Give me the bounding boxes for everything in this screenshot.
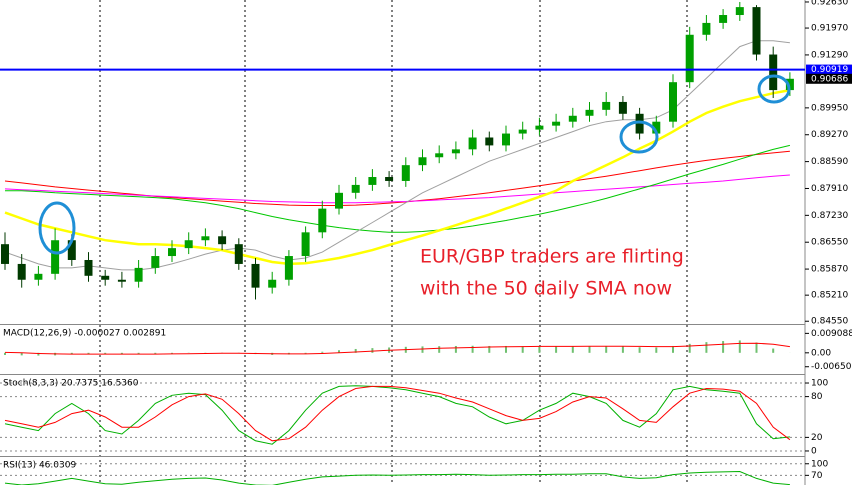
plot [0,1,805,300]
candle-body [84,259,93,276]
candle-body [518,129,527,134]
candle-body [385,177,394,181]
candle-body [51,240,60,274]
highlight-circle [757,74,791,104]
candle-body [602,101,611,110]
candle-body [451,149,460,154]
candle-body [735,7,744,16]
candle-body [568,115,577,122]
candle-body [752,7,761,55]
candle-body [552,121,561,126]
candle-body [168,248,176,257]
indicator-line [4,150,790,206]
candle-body [485,137,494,146]
candle-body [234,244,243,264]
candle-body [585,109,594,116]
panel [0,382,805,452]
panel-title: RSI(13) 46.0309 [3,461,76,471]
y-tick-label: 20 [811,433,823,443]
price-label-box [806,73,852,84]
y-tick-label: 0.85210 [811,291,848,301]
candle-body [151,256,160,268]
candle-body [351,184,360,193]
candle-body [418,157,427,166]
candle-body [468,137,477,150]
y-tick-label: 0.009088 [811,329,852,339]
candle-body [218,236,227,245]
candle-body [67,240,76,260]
indicator-line [5,144,791,233]
candle-body [201,236,210,241]
candle-body [101,275,110,280]
indicator-line [4,88,791,266]
price-label-box [806,64,852,75]
candle-body [401,165,410,181]
annotation: EUR/GBP traders are flirting [420,246,684,268]
y-tick-label: 0.88590 [811,157,848,167]
y-tick-label: 0.89950 [811,103,848,113]
y-tick-label: 0.91290 [811,50,848,60]
candle-body [251,263,260,288]
candle-body [769,54,778,91]
candle-body [34,273,43,280]
y-tick-label: -0.006503 [811,362,852,372]
y-tick-label: 0.87230 [811,211,848,221]
candle-body [618,101,627,114]
candle-body [685,34,694,83]
y-tick-label: 0.87910 [811,184,848,194]
highlight-circle [619,120,659,154]
annotation: with the 50 daily SMA now [420,278,672,300]
candle-body [17,263,26,280]
price-label: 0.90686 [811,74,848,84]
y-tick-label: 0.84550 [811,317,848,327]
candle-body [719,15,728,23]
candle-body [134,267,143,282]
panel [0,463,805,485]
y-tick-label: 0.85870 [811,265,848,275]
indicator-line [4,385,790,445]
candle-body [502,133,510,146]
candle-body [435,153,444,158]
candle-body [318,208,327,233]
y-tick-label: 0.91970 [811,24,848,34]
panel-title: Stoch(8,3,3) 20.7375 16.5360 [3,379,139,389]
candle-body [117,279,126,282]
y-tick-label: 100 [811,459,828,469]
price-label: 0.90919 [811,65,848,75]
indicator-line [4,342,790,355]
y-tick-label: 0 [811,446,817,456]
candle-body [635,113,644,134]
candle-body [335,192,343,209]
candle-body [368,177,377,185]
indicator-line [4,470,790,485]
y-tick-label: 0.86550 [811,238,848,248]
panel [4,340,791,356]
y-tick-label: 80 [811,392,823,402]
highlight-circle [38,201,76,255]
candle-body [702,22,711,35]
overlay: EUR/GBP traders are flirting with the 50 … [38,74,791,300]
indicator-line [4,174,790,204]
candle-body [669,82,677,122]
candle-body [284,256,293,280]
y-tick-label: 100 [811,379,828,389]
candle-body [301,232,310,257]
y-tick-label: 70 [811,471,823,481]
candle-body [268,279,277,288]
candle-body [1,244,9,264]
candle-body [184,240,193,249]
y-tick-label: 0.00 [811,348,831,358]
panel-title: MACD(12,26,9) -0.000027 0.002891 [3,329,166,339]
candle-body [535,125,544,130]
y-tick-label: 0.92630 [811,0,848,7]
indicator-line [4,385,791,442]
y-tick-label: 0.89270 [811,130,848,140]
candle-body [785,78,794,91]
candle-body [652,121,661,134]
